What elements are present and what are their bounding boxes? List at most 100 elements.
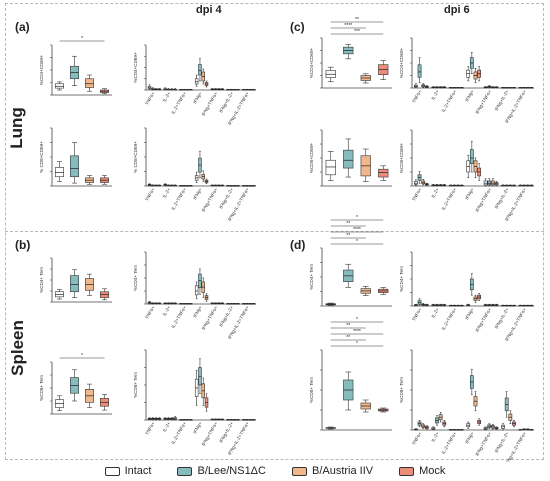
box-1-1 [166,88,171,91]
x-tick-label: IFNg+TNFα+ [201,187,219,213]
box-2-2 [456,86,460,89]
panel-label-a: (a) [15,20,30,34]
box-4-0 [483,178,488,187]
box-4-2 [217,184,221,187]
box-6-1 [522,428,527,431]
box-3-0 [194,370,199,406]
box-0-0 [414,428,418,431]
box-3 [100,88,109,95]
x-tick-label: IFNg+TNFα+ [475,89,493,115]
box-0-1 [417,420,422,428]
x-tick-label: TNFα+ [144,187,156,202]
x-tick-label: IFNg+TNFα+ [475,307,493,333]
x-tick-label: TNFα+ [411,89,423,104]
box-2-3 [189,185,193,187]
y-axis-label: %CD8+CD69+ [399,142,404,173]
box-5-2 [508,410,513,424]
sig-label: *** [354,29,360,35]
box-3-0 [194,74,199,87]
box-1 [70,55,79,86]
panel-label-c: (c) [290,20,305,34]
box-1-0 [431,86,436,89]
box-0 [325,426,336,430]
box-5-1 [504,304,509,307]
box-1-1 [166,302,171,305]
box-6-0 [242,419,246,421]
x-tick-label: IFNg+ [192,421,203,435]
legend-swatch-blee [177,466,193,476]
box-3-0 [194,171,199,183]
x-tick-label: IFNg+IL-2+ [218,91,234,114]
box-1-1 [166,417,171,421]
y-axis-label: %CD8+ Tem [399,377,404,403]
box-4-2 [491,178,495,187]
box-3-3 [204,178,209,184]
box-3-2 [473,391,478,412]
box-1-2 [170,184,174,187]
box-1 [343,138,354,178]
box-6-3 [251,88,256,91]
box-1-2 [170,417,174,421]
box-0 [55,395,64,412]
y-axis-label: %CD4+CD69+ [39,54,44,85]
box-0-0 [414,303,418,307]
x-tick-label: IL-2+TNFα+ [170,91,187,115]
box-0-3 [424,85,429,88]
box-5-1 [229,419,234,421]
box-0-3 [424,425,429,430]
box-3 [100,175,109,185]
x-tick-label: IL-2+TNFα+ [441,187,458,211]
chart-13: %CD4+ Tem TNFα+ IL-2+ IL-2+TNFα+ IFNg+ IFNg+T… [399,251,534,342]
box-2-2 [456,184,460,187]
box-1-2 [438,412,443,423]
box-1-3 [442,184,447,187]
x-tick-label: IFNg+ [192,305,203,319]
box-1-1 [435,303,439,307]
box-6-2 [525,184,530,187]
box-3-0 [466,421,471,429]
box-0-1 [417,298,422,306]
x-tick-label: IFNg+ [464,187,475,201]
box-3-1 [469,51,474,75]
box-6-3 [251,303,256,305]
box-4-3 [494,181,499,187]
box-2-2 [185,419,190,421]
box-3-3 [477,418,482,426]
box-body [417,64,422,78]
box-0-2 [421,83,426,88]
box-2-2 [456,429,460,431]
box-3-2 [201,277,205,298]
box-2-3 [189,303,193,305]
box-4-1 [213,184,218,187]
box-1-0 [163,417,167,421]
sig-label: ** [355,17,359,23]
box-2-1 [182,88,186,91]
box-0-1 [151,87,155,91]
box-2-3 [189,88,193,91]
box-2-2 [185,88,190,91]
box-body [194,285,199,296]
x-tick-label: IFNg+ [464,307,475,321]
sig-label: ** [346,221,350,227]
y-axis-label: %CD8+ Tem [133,372,138,398]
box-0-1 [151,184,155,187]
box-3 [378,287,389,295]
box-2-1 [452,86,457,89]
y-axis-label: %CD4+CD69+ [309,47,314,78]
box-0-0 [414,83,418,88]
box-1 [70,142,79,184]
box-3-1 [198,268,202,295]
chart-12: %CD4+ Tem********** [309,215,392,307]
box-1-0 [431,184,436,187]
box-2 [85,383,94,408]
sig-label: * [356,239,358,245]
box-2-0 [179,419,183,421]
legend-item-baustria: B/Austria IIV [291,465,373,477]
box-body [343,149,354,169]
box-3-3 [477,163,482,181]
x-tick-label: IFNg+TNFα+ [201,91,219,117]
x-tick-label: IFNg+TNFα+ [475,431,493,457]
chart-14: %CD8+ Tem********** [309,317,392,431]
box-2-3 [459,304,464,307]
x-tick-label: TNFα+ [411,187,423,202]
